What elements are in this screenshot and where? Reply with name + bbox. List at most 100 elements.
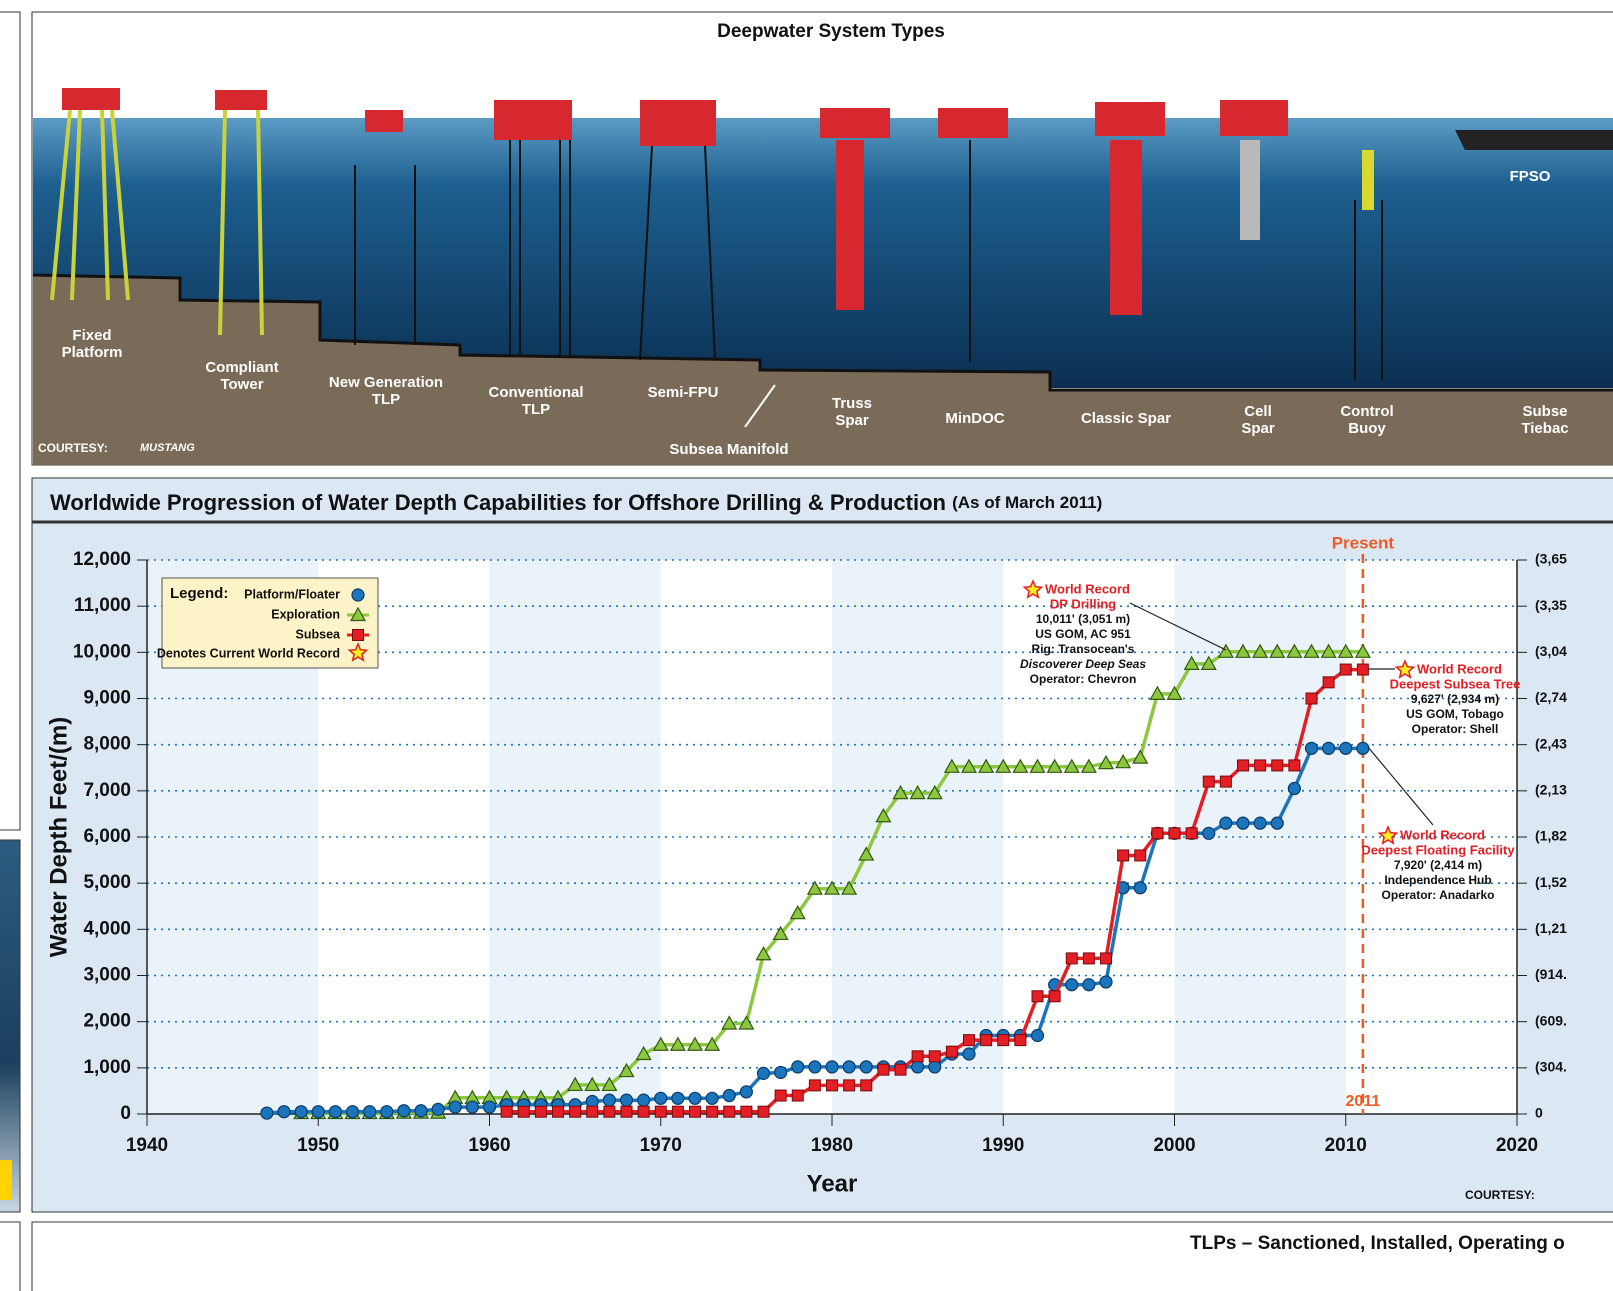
left-photo xyxy=(0,840,20,1212)
marker-square xyxy=(724,1106,735,1117)
left-accent xyxy=(0,1160,12,1200)
marker-square xyxy=(878,1064,889,1075)
marker-circle xyxy=(1237,817,1249,829)
system-label: Subsea Manifold xyxy=(669,441,788,458)
marker-circle xyxy=(689,1092,701,1104)
marker-circle xyxy=(347,1106,359,1118)
annotation-title: World Record xyxy=(1417,661,1502,676)
marker-square xyxy=(895,1064,906,1075)
annotation-title: World Record xyxy=(1045,581,1130,596)
present-year: 2011 xyxy=(1346,1093,1381,1110)
system-label: FPSO xyxy=(1510,168,1551,185)
marker-square xyxy=(792,1090,803,1101)
marker-circle xyxy=(1066,979,1078,991)
marker-circle xyxy=(295,1106,307,1118)
left-panel xyxy=(0,12,20,830)
marker-square xyxy=(587,1106,598,1117)
y-tick-label: 12,000 xyxy=(73,549,131,570)
marker-circle xyxy=(706,1092,718,1104)
y2-tick-label: (1,82 xyxy=(1535,828,1567,844)
marker-circle xyxy=(1254,817,1266,829)
annotation-text: 9,627' (2,934 m) xyxy=(1411,692,1499,706)
marker-square xyxy=(827,1080,838,1091)
system-label: Truss xyxy=(832,395,872,412)
y2-tick-label: (3,35 xyxy=(1535,597,1567,613)
x-tick-label: 2020 xyxy=(1496,1135,1538,1156)
marker-circle xyxy=(792,1061,804,1073)
x-tick-label: 2010 xyxy=(1325,1135,1367,1156)
y-tick-label: 5,000 xyxy=(83,872,131,893)
marker-square xyxy=(1220,776,1231,787)
marker-square xyxy=(1083,953,1094,964)
annotation-text: Rig: Transocean's xyxy=(1032,642,1135,656)
present-label: Present xyxy=(1332,533,1395,552)
marker-square xyxy=(775,1090,786,1101)
marker-square xyxy=(1203,776,1214,787)
marker-circle xyxy=(312,1106,324,1118)
annotation-text: US GOM, Tobago xyxy=(1406,707,1504,721)
marker-square xyxy=(553,1106,564,1117)
y-tick-label: 2,000 xyxy=(83,1011,131,1032)
y2-tick-label: (2,74 xyxy=(1535,689,1567,705)
marker-square xyxy=(981,1035,992,1046)
y-tick-label: 7,000 xyxy=(83,780,131,801)
system-label: TLP xyxy=(522,401,550,418)
marker-circle xyxy=(963,1048,975,1060)
marker-circle xyxy=(381,1106,393,1118)
x-tick-label: 1950 xyxy=(297,1135,339,1156)
system-label: Subse xyxy=(1522,403,1567,420)
marker-circle xyxy=(723,1090,735,1102)
marker-circle xyxy=(860,1061,872,1073)
marker-square xyxy=(1032,991,1043,1002)
system-label: TLP xyxy=(372,391,400,408)
legend-label: Exploration xyxy=(271,607,340,621)
marker-circle xyxy=(775,1066,787,1078)
annotation-text: Operator: Anadarko xyxy=(1382,888,1495,902)
y-tick-label: 1,000 xyxy=(83,1057,131,1078)
marker-circle xyxy=(655,1092,667,1104)
y-tick-label: 10,000 xyxy=(73,641,131,662)
illustration: Deepwater System Types COURTESY: MUSTANG… xyxy=(32,12,1613,465)
system-label: Platform xyxy=(62,344,123,361)
x-tick-label: 1960 xyxy=(468,1135,510,1156)
marker-square xyxy=(741,1106,752,1117)
system-label: Control xyxy=(1340,403,1393,420)
system-label: Cell xyxy=(1244,403,1272,420)
marker-square xyxy=(1015,1035,1026,1046)
footer-title: TLPs – Sanctioned, Installed, Operating … xyxy=(1190,1233,1565,1254)
marker-square xyxy=(1118,850,1129,861)
system-label: New Generation xyxy=(329,374,443,391)
y-tick-label: 3,000 xyxy=(83,965,131,986)
y-tick-label: 0 xyxy=(120,1103,131,1124)
marker-square xyxy=(964,1035,975,1046)
marker-circle xyxy=(398,1105,410,1117)
y2-tick-label: (2,43 xyxy=(1535,735,1567,751)
x-tick-label: 1940 xyxy=(126,1135,168,1156)
system-label: Fixed xyxy=(72,327,111,344)
marker-circle xyxy=(1357,742,1369,754)
system-label: MinDOC xyxy=(945,410,1004,427)
marker-square xyxy=(1238,760,1249,771)
marker-circle xyxy=(466,1101,478,1113)
marker-square xyxy=(1272,760,1283,771)
marker-square xyxy=(861,1080,872,1091)
marker-circle xyxy=(329,1106,341,1118)
y2-tick-label: (3,04 xyxy=(1535,643,1567,659)
illustration-title: Deepwater System Types xyxy=(717,21,945,42)
marker-square xyxy=(844,1080,855,1091)
marker-square xyxy=(518,1106,529,1117)
annotation-text: 10,011' (3,051 m) xyxy=(1036,612,1130,626)
marker-circle xyxy=(1340,742,1352,754)
marker-circle xyxy=(1083,979,1095,991)
system-label: Semi-FPU xyxy=(648,384,719,401)
marker-circle xyxy=(672,1092,684,1104)
marker-circle xyxy=(1100,976,1112,988)
y-axis-label: Water Depth Feet/(m) xyxy=(45,717,72,957)
marker-square xyxy=(946,1046,957,1057)
y-tick-label: 6,000 xyxy=(83,826,131,847)
annotation-text: Operator: Shell xyxy=(1412,722,1499,736)
y-tick-label: 11,000 xyxy=(74,595,131,616)
marker-circle xyxy=(1323,742,1335,754)
marker-square xyxy=(1357,664,1368,675)
marker-square xyxy=(998,1035,1009,1046)
